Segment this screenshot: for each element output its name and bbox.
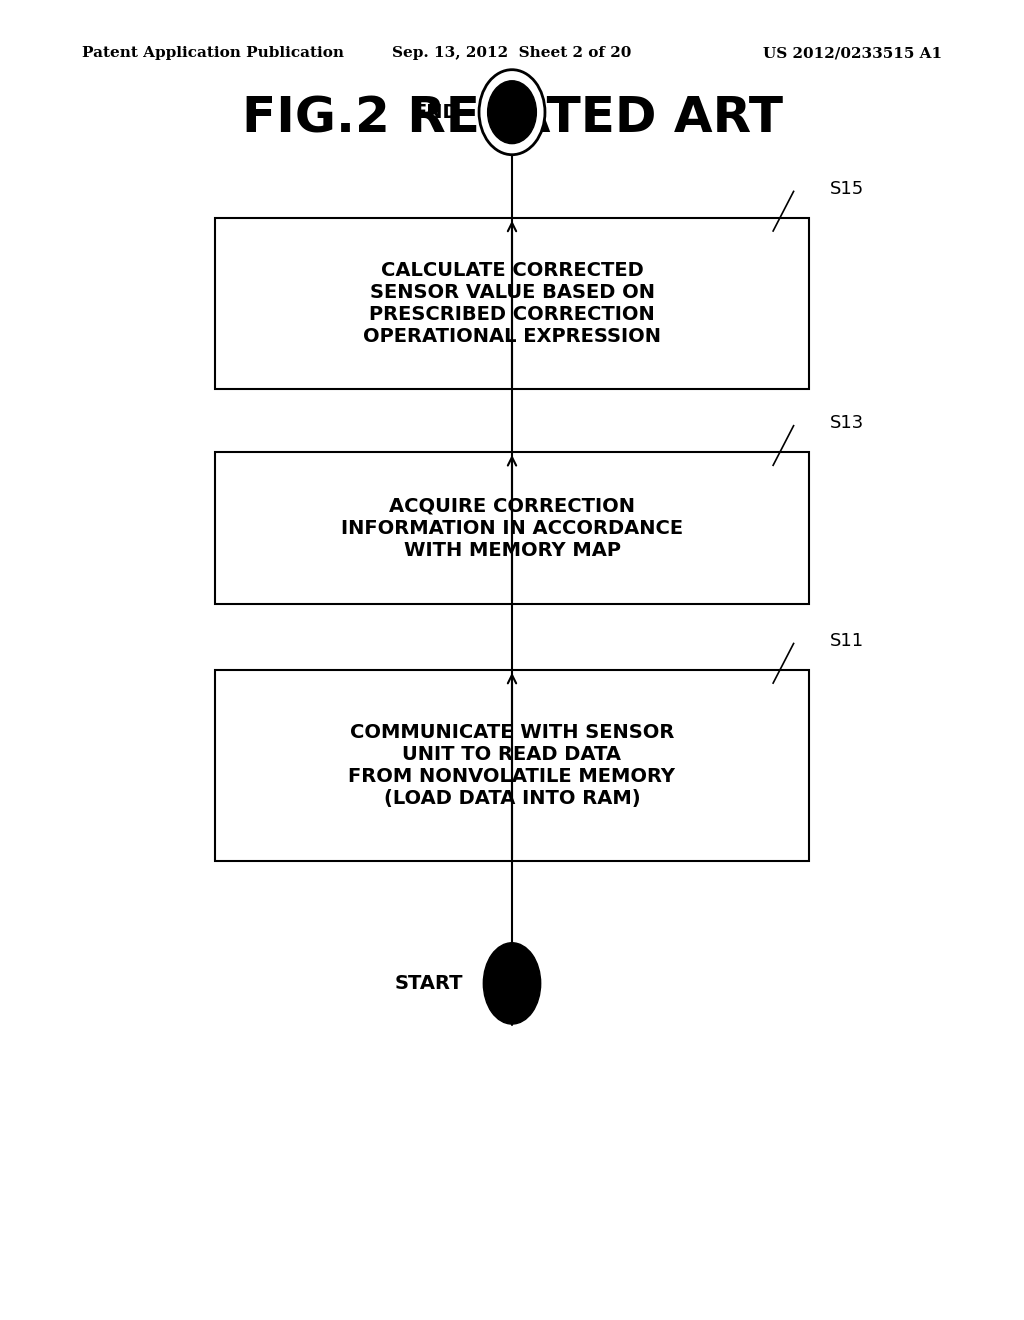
Text: ACQUIRE CORRECTION
INFORMATION IN ACCORDANCE
WITH MEMORY MAP: ACQUIRE CORRECTION INFORMATION IN ACCORD…: [341, 496, 683, 560]
Text: CALCULATE CORRECTED
SENSOR VALUE BASED ON
PRESCRIBED CORRECTION
OPERATIONAL EXPR: CALCULATE CORRECTED SENSOR VALUE BASED O…: [362, 261, 662, 346]
Text: FIG.2 RELATED ART: FIG.2 RELATED ART: [242, 95, 782, 143]
Circle shape: [479, 70, 545, 154]
Ellipse shape: [483, 942, 541, 1024]
FancyBboxPatch shape: [215, 451, 809, 605]
Text: END: END: [413, 103, 459, 121]
Circle shape: [487, 81, 537, 144]
Text: S15: S15: [829, 180, 863, 198]
Text: Patent Application Publication: Patent Application Publication: [82, 46, 344, 61]
FancyBboxPatch shape: [215, 671, 809, 862]
Text: S13: S13: [829, 414, 863, 433]
Text: COMMUNICATE WITH SENSOR
UNIT TO READ DATA
FROM NONVOLATILE MEMORY
(LOAD DATA INT: COMMUNICATE WITH SENSOR UNIT TO READ DAT…: [348, 723, 676, 808]
Text: START: START: [394, 974, 463, 993]
Text: US 2012/0233515 A1: US 2012/0233515 A1: [763, 46, 942, 61]
FancyBboxPatch shape: [215, 218, 809, 389]
Text: S11: S11: [829, 632, 863, 651]
Text: Sep. 13, 2012  Sheet 2 of 20: Sep. 13, 2012 Sheet 2 of 20: [392, 46, 632, 61]
